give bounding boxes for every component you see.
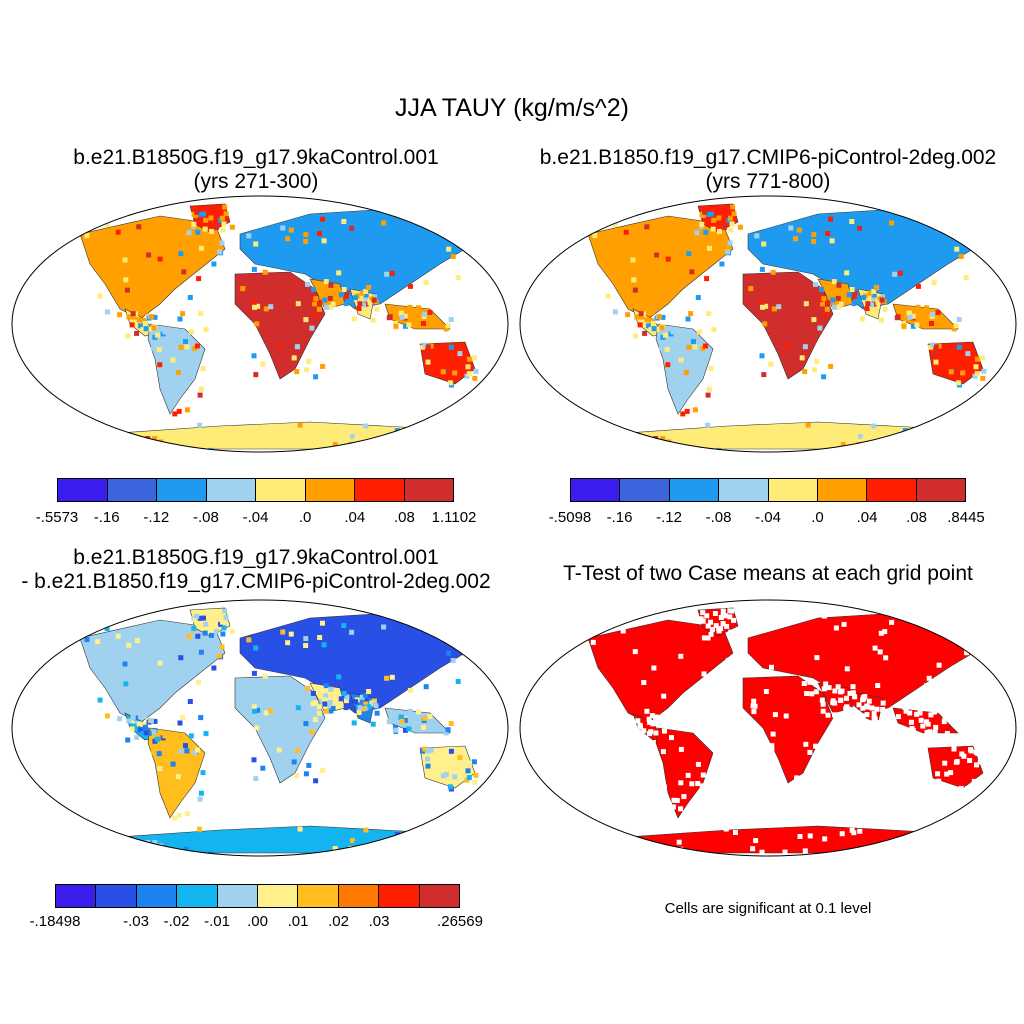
colorbar-swatch xyxy=(404,479,453,501)
colorbar-tick-label: -.04 xyxy=(755,509,781,526)
panel2-title-line1: b.e21.B1850.f19_g17.CMIP6-piControl-2deg… xyxy=(539,146,997,169)
colorbar-swatch xyxy=(719,479,769,501)
panel1-title-line1: b.e21.B1850G.f19_g17.9kaControl.001 xyxy=(73,146,439,169)
map-border xyxy=(11,599,509,857)
grid-cells xyxy=(592,204,987,452)
colorbar-tick-label: -.12 xyxy=(656,509,682,526)
colorbar-swatch xyxy=(256,479,306,501)
colorbar-swatch xyxy=(107,479,157,501)
colorbar-tick-label: -.5573 xyxy=(35,509,79,526)
grid-cells xyxy=(84,608,479,856)
colorbar-tick-label: .8445 xyxy=(947,509,985,526)
panel1-map xyxy=(10,194,510,454)
colorbar-tick-label: .26569 xyxy=(437,913,483,930)
colorbar-tick-label: -.04 xyxy=(242,509,269,526)
colorbar-tick-label: .00 xyxy=(247,913,268,930)
colorbar-swatch xyxy=(157,479,207,501)
panel3-title: b.e21.B1850G.f19_g17.9kaControl.001 - b.… xyxy=(0,546,512,594)
colorbar-swatch xyxy=(96,885,137,907)
colorbar-tick-label: -.08 xyxy=(705,509,732,526)
antarctica-landmass xyxy=(607,825,949,854)
colorbar-swatch xyxy=(206,479,256,501)
colorbar-swatch xyxy=(916,479,965,501)
colorbar-swatch xyxy=(867,479,917,501)
colorbar-tick-label: -.5098 xyxy=(548,509,592,526)
colorbar-tick-label: 1.1102 xyxy=(431,509,477,526)
colorbar-tick-label: -.01 xyxy=(204,913,230,930)
colorbar-tick-label: .0 xyxy=(811,509,824,526)
colorbar-diff-labels: -.18498 -.03 -.02 -.01 .00 .01 .02 .03 .26569 xyxy=(30,913,483,933)
colorbar-case2 xyxy=(570,478,966,502)
map-border xyxy=(519,599,1017,857)
colorbar-tick-label: -.02 xyxy=(163,913,190,930)
colorbar-swatch xyxy=(217,885,259,907)
africa-landmass xyxy=(742,675,834,784)
antarctica-landmass xyxy=(99,825,441,854)
colorbar-swatch xyxy=(177,885,218,907)
colorbar-swatch xyxy=(817,479,868,501)
colorbar-tick-label: -.03 xyxy=(123,913,149,930)
colorbar-swatch xyxy=(58,479,108,501)
colorbar-swatch xyxy=(338,885,380,907)
colorbar-tick-label: .02 xyxy=(328,913,349,930)
colorbar-tick-label: .0 xyxy=(298,509,312,526)
panel2-title-line2: (yrs 771-800) xyxy=(705,170,831,193)
panel4-title: T-Test of two Case means at each grid po… xyxy=(512,562,1024,586)
colorbar-swatch xyxy=(305,479,355,501)
panel3-title-line1: b.e21.B1850G.f19_g17.9kaControl.001 xyxy=(73,546,439,569)
colorbar-tick-label: -.12 xyxy=(143,509,170,526)
panel2-title: b.e21.B1850.f19_g17.CMIP6-piControl-2deg… xyxy=(512,146,1024,194)
colorbar-tick-label: .01 xyxy=(287,913,309,930)
antarctica-landmass xyxy=(99,421,441,450)
colorbar-swatch xyxy=(379,885,420,907)
significance-note: Cells are significant at 0.1 level xyxy=(664,900,872,917)
map-border xyxy=(519,195,1017,453)
colorbar-tick-label: .04 xyxy=(856,509,878,526)
colorbar-swatch xyxy=(669,479,720,501)
antarctica-landmass xyxy=(607,421,949,450)
colorbar-swatch xyxy=(419,885,460,907)
colorbar-case1 xyxy=(57,478,454,502)
panel4-title-line1: T-Test of two Case means at each grid po… xyxy=(563,562,973,585)
colorbar-tick-label: .08 xyxy=(393,509,415,526)
colorbar-swatch xyxy=(620,479,670,501)
colorbar-case1-labels: -.5573 -.16 -.12 -.08 -.04 .0 .04 .08 1.1102 xyxy=(36,509,477,529)
map-border xyxy=(11,195,509,453)
colorbar-swatch xyxy=(136,885,178,907)
colorbar-tick-label: -.08 xyxy=(192,509,219,526)
colorbar-case2-labels: -.5098 -.16 -.12 -.08 -.04 .0 .04 .08 .8445 xyxy=(549,509,985,529)
grid-cells xyxy=(590,608,983,856)
panel1-title: b.e21.B1850G.f19_g17.9kaControl.001 (yrs… xyxy=(0,146,512,194)
panel4-map xyxy=(518,598,1018,858)
colorbar-tick-label: .08 xyxy=(906,509,927,526)
colorbar-swatch xyxy=(298,885,339,907)
colorbar-swatch xyxy=(768,479,818,501)
colorbar-tick-label: -.16 xyxy=(606,509,633,526)
panel3-title-line2: - b.e21.B1850.f19_g17.CMIP6-piControl-2d… xyxy=(21,570,491,593)
panel1-title-line2: (yrs 271-300) xyxy=(193,170,319,193)
colorbar-tick-label: .04 xyxy=(344,509,366,526)
colorbar-tick-label: -.18498 xyxy=(29,913,81,930)
colorbar-swatch xyxy=(355,479,405,501)
colorbar-swatch xyxy=(571,479,621,501)
figure-title: JJA TAUY (kg/m/s^2) xyxy=(394,94,629,122)
colorbar-tick-label: -.16 xyxy=(93,509,120,526)
colorbar-tick-label: .03 xyxy=(368,913,390,930)
colorbar-swatch xyxy=(56,885,97,907)
panel3-map xyxy=(10,598,510,858)
colorbar-diff xyxy=(55,884,460,908)
panel2-map xyxy=(518,194,1018,454)
colorbar-swatch xyxy=(258,885,299,907)
